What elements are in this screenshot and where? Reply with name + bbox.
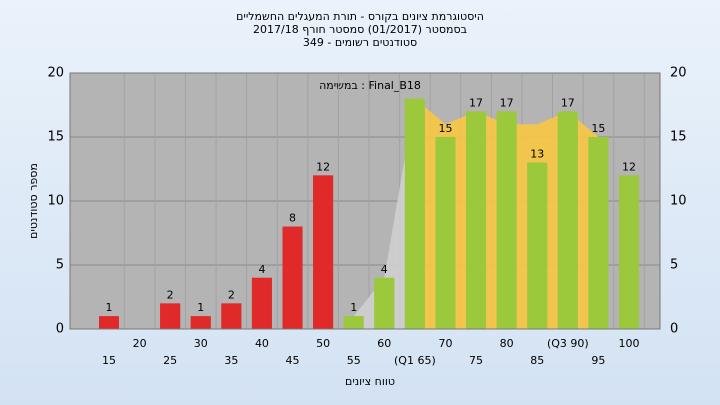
value-label: 1 — [350, 301, 357, 314]
plot-border — [69, 72, 661, 330]
bar — [190, 316, 211, 329]
value-label: 15 — [591, 122, 605, 135]
value-label: 1 — [106, 301, 113, 314]
x-tick-label: 30 — [194, 337, 208, 350]
bar — [496, 111, 517, 330]
y-axis-label: מספר סטודנטים — [27, 163, 40, 239]
value-label: 4 — [258, 263, 265, 276]
y2-tick-label: 15 — [670, 130, 687, 145]
bar — [99, 316, 119, 329]
x-tick-label: 45 — [286, 354, 300, 367]
x-tick-label: 25 — [163, 354, 177, 367]
bar — [282, 226, 303, 329]
value-label: 2 — [228, 288, 235, 301]
y2-tick-label: 5 — [670, 258, 678, 273]
y-tick-label: 20 — [47, 66, 64, 81]
y-tick-label: 10 — [47, 194, 64, 209]
x-tick-label: 75 — [469, 354, 483, 367]
value-label: 1 — [197, 301, 204, 314]
chart-title: היסטוגרמת ציונים בקורס - תורת המעגלים הח… — [236, 10, 484, 23]
y2-tick-label: 20 — [670, 66, 687, 81]
x-tick-label: (Q3 90) — [547, 337, 589, 350]
chart-subtitle: סטודנטים רשומים - 349 — [303, 36, 417, 49]
y-tick-label: 15 — [47, 130, 64, 145]
bar — [343, 316, 364, 329]
x-tick-label: 55 — [347, 354, 361, 367]
value-label: 12 — [316, 160, 330, 173]
x-tick-label: 80 — [500, 337, 514, 350]
value-label: 12 — [622, 160, 636, 173]
y-tick-label: 5 — [56, 258, 64, 273]
value-label: 17 — [500, 96, 514, 109]
bar — [466, 111, 487, 330]
x-tick-label: 100 — [619, 337, 640, 350]
value-label: 2 — [167, 288, 174, 301]
value-label: 17 — [469, 96, 483, 109]
bar — [160, 303, 181, 329]
bar — [527, 162, 548, 329]
value-label: 17 — [561, 96, 575, 109]
bar — [221, 303, 242, 329]
bar — [619, 175, 639, 329]
bar — [251, 277, 272, 329]
x-tick-label: 20 — [133, 337, 147, 350]
x-tick-label: 70 — [438, 337, 452, 350]
bar — [313, 175, 334, 329]
y2-tick-label: 0 — [670, 322, 678, 337]
x-tick-label: 60 — [377, 337, 391, 350]
chart-subtitle: בסמסטר (01/2017) סמסטר חורף 2017/18 — [253, 23, 467, 36]
x-tick-label: (Q1 65) — [394, 354, 436, 367]
bar — [588, 137, 609, 329]
value-label: 15 — [438, 122, 452, 135]
y2-tick-label: 10 — [670, 194, 687, 209]
x-axis-label: טווח ציונים — [345, 375, 395, 388]
x-tick-label: 85 — [530, 354, 544, 367]
value-label: 4 — [381, 263, 388, 276]
y-tick-label: 0 — [56, 322, 64, 337]
x-tick-label: 50 — [316, 337, 330, 350]
area — [353, 98, 415, 329]
x-tick-label: 95 — [591, 354, 605, 367]
x-tick-label: 35 — [224, 354, 238, 367]
value-label: 13 — [530, 148, 544, 161]
x-tick-label: 15 — [102, 354, 116, 367]
bar — [374, 277, 395, 329]
value-label: 8 — [289, 212, 296, 225]
annotation: במשימה : Final_B18 — [319, 79, 421, 92]
bar — [404, 98, 425, 329]
bar — [435, 137, 456, 329]
x-tick-label: 40 — [255, 337, 269, 350]
bar — [557, 111, 578, 330]
